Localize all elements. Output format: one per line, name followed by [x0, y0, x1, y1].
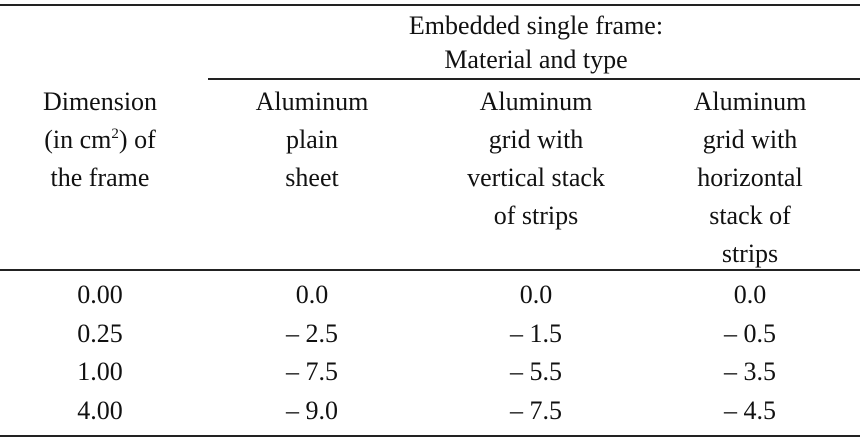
column-header: horizontal — [697, 163, 803, 192]
table-cell: – 7.5 — [510, 395, 562, 425]
column-header: Aluminum — [693, 87, 807, 116]
dimension-header: (in cm2) of — [0, 123, 230, 157]
column-header: vertical stack — [467, 163, 605, 192]
header-text: (in cm — [44, 125, 112, 154]
column-header: plain — [286, 125, 338, 154]
group-rule — [208, 78, 860, 80]
row-label: 0.00 — [77, 280, 123, 309]
row-label: 4.00 — [77, 395, 123, 425]
column-header: Aluminum — [255, 87, 369, 116]
table-cell: – 2.5 — [286, 318, 338, 348]
column-header: Aluminum — [479, 87, 593, 116]
row-label: 1.00 — [77, 357, 123, 386]
column-header: grid with — [488, 125, 584, 154]
table-cell: 0.0 — [519, 280, 553, 309]
header-rule — [0, 269, 860, 271]
top-rule — [0, 4, 860, 6]
table-cell: – 5.5 — [510, 357, 562, 386]
table-cell: – 9.0 — [286, 395, 338, 425]
bottom-rule — [0, 435, 860, 437]
column-header: strips — [721, 239, 779, 268]
column-header: sheet — [285, 163, 339, 192]
superscript: 2 — [111, 126, 119, 142]
table-cell: – 1.5 — [510, 318, 562, 348]
column-header: stack of — [709, 201, 791, 230]
table-cell: – 7.5 — [286, 357, 338, 386]
group-header: Embedded single frame: — [408, 11, 664, 40]
row-label: 0.25 — [77, 318, 123, 348]
table-cell: – 4.5 — [724, 395, 776, 425]
column-header: grid with — [702, 125, 798, 154]
group-header: Material and type — [444, 45, 628, 74]
table-cell: 0.0 — [295, 280, 329, 309]
table-cell: – 0.5 — [724, 318, 776, 348]
dimension-header: the frame — [50, 163, 150, 192]
table-cell: – 3.5 — [724, 357, 776, 386]
column-header: of strips — [493, 201, 579, 230]
dimension-header: Dimension — [42, 87, 158, 116]
header-text: ) of — [118, 125, 156, 154]
table-cell: 0.0 — [733, 280, 767, 309]
